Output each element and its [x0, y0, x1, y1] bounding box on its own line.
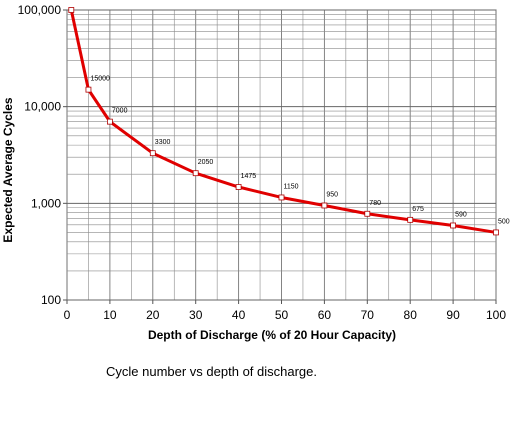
cycle-chart: 0 10 20 30 40 50 60 70 80 90 100 1001,00010,000100… — [1, 3, 510, 342]
data-point — [407, 216, 414, 223]
x-axis-title: Depth of Discharge (% of 20 Hour Capacit… — [148, 328, 396, 342]
x-tick-label: 80 — [404, 308, 418, 322]
data-label: 1475 — [241, 173, 257, 180]
data-label: 2050 — [198, 159, 214, 166]
y-axis-ticks: 100 1,000 10,000 100,000 — [18, 3, 67, 307]
series-group — [68, 7, 499, 236]
x-tick-label: 100 — [486, 308, 506, 322]
x-tick-label: 50 — [275, 308, 289, 322]
data-label: 1150 — [284, 183, 299, 190]
x-tick-label: 60 — [318, 308, 332, 322]
series-line — [69, 8, 498, 234]
data-point — [149, 150, 156, 157]
data-point — [85, 86, 92, 93]
x-tick-label: 0 — [64, 308, 71, 322]
data-point — [192, 170, 199, 177]
y-tick-label: 1,000 — [31, 196, 61, 210]
data-point — [107, 118, 113, 125]
data-labels-group: 15000 7000 3300 2050 1475 1150 950 780 675 590 500 — [90, 76, 509, 226]
x-tick-label: 10 — [103, 308, 117, 322]
data-point — [68, 7, 75, 13]
x-tick-label: 70 — [361, 308, 375, 322]
x-tick-label: 30 — [189, 308, 203, 322]
x-tick-label: 90 — [446, 308, 460, 322]
data-label: 950 — [326, 191, 338, 198]
data-point — [235, 184, 242, 190]
data-label: 15000 — [90, 76, 110, 83]
y-tick-label: 100,000 — [18, 3, 62, 17]
y-tick-label: 100 — [41, 293, 61, 307]
data-point — [321, 202, 328, 209]
x-tick-label: 40 — [232, 308, 246, 322]
figure-caption: Cycle number vs depth of discharge. — [106, 364, 317, 379]
x-axis-ticks: 0 10 20 30 40 50 60 70 80 90 100 — [64, 300, 506, 322]
data-point — [364, 210, 371, 217]
x-tick-label: 20 — [146, 308, 160, 322]
data-label: 590 — [455, 211, 467, 218]
data-label: 7000 — [112, 108, 128, 115]
data-label: 780 — [369, 200, 381, 207]
y-tick-label: 10,000 — [24, 100, 61, 114]
data-label: 500 — [498, 218, 510, 225]
grid — [66, 9, 497, 301]
data-point — [493, 229, 499, 236]
data-label: 675 — [412, 206, 424, 213]
data-label: 3300 — [155, 139, 171, 146]
data-point — [278, 194, 285, 201]
y-axis-title: Expected Average Cycles — [1, 97, 15, 243]
data-point — [450, 222, 457, 229]
